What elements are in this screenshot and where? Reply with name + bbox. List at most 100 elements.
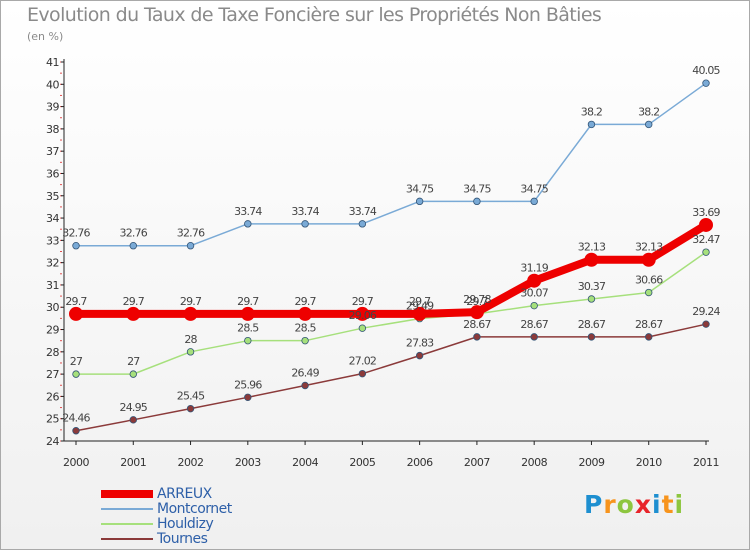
data-label: 29.7 xyxy=(237,295,259,308)
data-point xyxy=(473,333,481,341)
y-tick-label: 24 xyxy=(46,435,59,448)
data-label: 30.37 xyxy=(578,280,606,293)
data-point xyxy=(645,120,653,129)
x-tick-label: 2004 xyxy=(292,456,318,469)
data-label: 29.06 xyxy=(349,309,377,322)
data-label: 34.75 xyxy=(520,182,548,195)
data-point xyxy=(186,348,195,356)
data-point xyxy=(240,306,255,321)
data-label: 29.78 xyxy=(463,293,491,306)
y-tick-label: 28 xyxy=(46,346,59,359)
series-line-tournes xyxy=(75,323,707,432)
x-tick-label: 2007 xyxy=(464,456,490,469)
y-tick-label: 34 xyxy=(46,212,59,225)
data-point xyxy=(72,427,80,435)
data-label: 40.05 xyxy=(692,64,720,77)
data-point xyxy=(72,370,80,378)
legend-item-montcornet: Montcornet xyxy=(101,502,321,517)
data-label: 29.7 xyxy=(466,295,488,308)
data-point xyxy=(473,197,481,206)
data-label: 34.75 xyxy=(406,182,434,195)
x-tick-label: 2010 xyxy=(636,456,662,469)
chart-title: Evolution du Taux de Taxe Foncière sur l… xyxy=(27,4,602,26)
x-tick-label: 2009 xyxy=(578,456,604,469)
y-tick-label: 38 xyxy=(46,123,59,136)
data-point xyxy=(298,306,313,321)
y-tick-label: 31 xyxy=(46,279,59,292)
proxiti-logo: Proxiti xyxy=(584,490,685,519)
data-label: 32.13 xyxy=(635,241,663,254)
data-point xyxy=(186,242,195,250)
y-tick-label: 26 xyxy=(46,390,59,403)
data-label: 29.49 xyxy=(406,300,434,313)
legend-item-houldizy: Houldizy xyxy=(101,517,321,532)
x-tick-label: 2011 xyxy=(693,456,719,469)
data-label: 29.7 xyxy=(65,295,87,308)
series-line-arreux xyxy=(76,221,709,318)
data-label: 29.7 xyxy=(123,295,145,308)
legend-swatch xyxy=(101,490,153,498)
data-point xyxy=(72,242,80,250)
chart-unit-label: (en %) xyxy=(27,30,64,43)
data-label: 30.66 xyxy=(635,274,663,287)
legend-swatch xyxy=(101,523,153,525)
data-point xyxy=(587,120,596,129)
series-line-montcornet xyxy=(76,82,707,247)
data-label: 33.74 xyxy=(234,205,262,218)
data-label: 32.76 xyxy=(120,227,148,240)
data-point xyxy=(129,242,137,250)
y-tick-label: 27 xyxy=(46,368,59,381)
legend-label: Tournes xyxy=(157,531,208,547)
y-tick-label: 29 xyxy=(46,324,59,337)
data-point xyxy=(702,79,710,87)
data-label: 29.7 xyxy=(352,295,374,308)
data-point xyxy=(358,369,367,378)
y-tick-label: 36 xyxy=(46,167,59,180)
data-label: 38.2 xyxy=(638,105,659,118)
x-tick-label: 2008 xyxy=(521,456,547,469)
legend-item-arreux: ARREUX xyxy=(101,487,321,502)
data-label: 25.45 xyxy=(177,390,205,403)
data-label: 33.69 xyxy=(692,206,720,219)
data-label: 27 xyxy=(70,355,83,368)
data-label: 38.2 xyxy=(581,105,602,118)
data-label: 28.67 xyxy=(463,318,491,331)
data-label: 27.02 xyxy=(349,355,377,368)
data-point xyxy=(645,288,653,297)
data-label: 32.76 xyxy=(177,227,205,240)
data-label: 32.13 xyxy=(578,241,606,254)
y-tick-label: 37 xyxy=(46,145,59,158)
data-point xyxy=(301,336,309,345)
data-label: 29.7 xyxy=(180,295,202,308)
y-tick-label: 25 xyxy=(46,413,59,426)
data-label: 32.76 xyxy=(62,227,90,240)
legend-swatch xyxy=(101,538,153,540)
data-label: 28.67 xyxy=(520,318,548,331)
data-label: 28.5 xyxy=(294,322,316,335)
data-point xyxy=(358,324,367,332)
data-point xyxy=(244,393,252,402)
data-point xyxy=(129,370,137,378)
data-point xyxy=(530,333,538,341)
data-label: 34.75 xyxy=(463,182,491,195)
data-label: 30.07 xyxy=(520,287,548,300)
data-label: 24.46 xyxy=(62,412,90,425)
legend-item-tournes: Tournes xyxy=(101,532,321,547)
x-tick-label: 2001 xyxy=(120,456,146,469)
data-point xyxy=(587,333,596,341)
data-point xyxy=(126,306,141,321)
data-point xyxy=(530,301,538,310)
legend-label: Houldizy xyxy=(157,516,214,532)
data-point xyxy=(129,416,137,424)
data-label: 24.95 xyxy=(120,401,148,414)
data-label: 28 xyxy=(184,333,197,346)
data-point xyxy=(469,305,484,320)
data-point xyxy=(183,306,198,321)
data-point xyxy=(355,306,370,321)
data-point xyxy=(301,220,309,228)
data-label: 27 xyxy=(127,355,140,368)
data-label: 32.47 xyxy=(692,233,720,246)
data-point xyxy=(702,320,710,328)
data-point xyxy=(699,217,713,232)
x-tick-label: 2005 xyxy=(349,456,375,469)
